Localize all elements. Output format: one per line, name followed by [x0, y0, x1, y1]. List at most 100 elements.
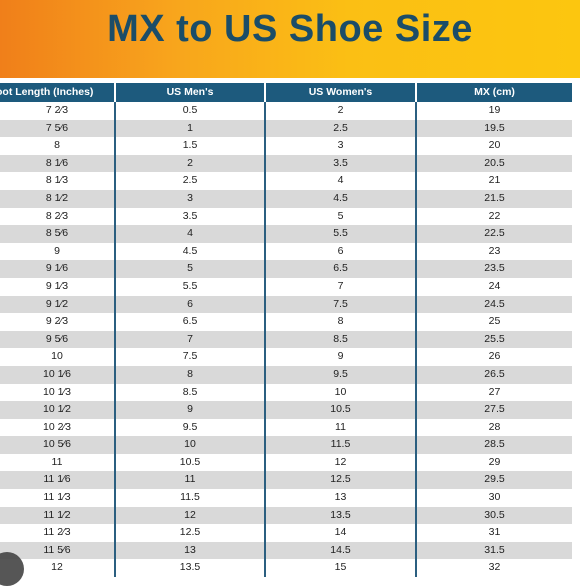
cell-mx-cm: 19.5: [417, 119, 572, 138]
table-row: 8 1⁄3 2.5 4 21: [0, 172, 572, 190]
header-us-womens: US Women's: [266, 83, 417, 102]
cell-us-mens: 12: [116, 506, 266, 525]
cell-mx-cm: 25.5: [417, 330, 572, 349]
cell-us-mens: 2: [116, 154, 266, 173]
cell-mx-cm: 22.5: [417, 225, 572, 243]
cell-foot-length: 11 5⁄6: [0, 541, 116, 560]
cell-us-womens: 4: [266, 172, 417, 190]
cell-us-mens: 7.5: [116, 348, 266, 366]
table-row: 8 5⁄6 4 5.5 22.5: [0, 225, 572, 243]
cell-foot-length: 11 2⁄3: [0, 524, 116, 542]
cell-us-mens: 1: [116, 119, 266, 138]
table-row: 9 5⁄6 7 8.5 25.5: [0, 330, 572, 349]
cell-foot-length: 12: [0, 559, 116, 578]
cell-us-mens: 10: [116, 436, 266, 454]
table-row: 10 1⁄2 9 10.5 27.5: [0, 401, 572, 419]
cell-mx-cm: 32: [417, 559, 572, 578]
cell-mx-cm: 20: [417, 137, 572, 155]
cell-us-womens: 2: [266, 102, 417, 120]
cell-us-mens: 5.5: [116, 277, 266, 296]
size-table: oot Length (Inches) US Men's US Women's …: [0, 83, 572, 578]
cell-us-mens: 6.5: [116, 313, 266, 331]
cell-mx-cm: 25: [417, 313, 572, 331]
cell-mx-cm: 27.5: [417, 401, 572, 419]
cell-mx-cm: 28: [417, 418, 572, 437]
cell-us-womens: 10: [266, 383, 417, 402]
cell-us-womens: 15: [266, 559, 417, 578]
table-row: 10 1⁄3 8.5 10 27: [0, 383, 572, 402]
cell-us-mens: 13.5: [116, 559, 266, 578]
table-row: 8 2⁄3 3.5 5 22: [0, 207, 572, 226]
cell-us-mens: 1.5: [116, 137, 266, 155]
cell-us-mens: 10.5: [116, 453, 266, 472]
table-row: 8 1⁄2 3 4.5 21.5: [0, 189, 572, 208]
cell-mx-cm: 26.5: [417, 365, 572, 384]
table-row: 9 1⁄2 6 7.5 24.5: [0, 295, 572, 314]
cell-foot-length: 8 5⁄6: [0, 225, 116, 243]
table-row: 9 1⁄3 5.5 7 24: [0, 277, 572, 296]
table-row: 8 1⁄6 2 3.5 20.5: [0, 154, 572, 173]
header-foot-length: oot Length (Inches): [0, 83, 116, 102]
table-row: 12 13.5 15 32: [0, 559, 572, 578]
cell-mx-cm: 28.5: [417, 436, 572, 454]
cell-us-mens: 13: [116, 541, 266, 560]
cell-foot-length: 8 2⁄3: [0, 207, 116, 226]
table-row: 11 2⁄3 12.5 14 31: [0, 524, 572, 542]
cell-foot-length: 10 1⁄3: [0, 383, 116, 402]
cell-foot-length: 8 1⁄6: [0, 154, 116, 173]
cell-mx-cm: 30: [417, 489, 572, 507]
table-row: 7 5⁄6 1 2.5 19.5: [0, 119, 572, 138]
cell-us-mens: 4.5: [116, 242, 266, 261]
cell-mx-cm: 31: [417, 524, 572, 542]
cell-foot-length: 10 5⁄6: [0, 436, 116, 454]
table-row: 7 2⁄3 0.5 2 19: [0, 102, 572, 120]
cell-us-womens: 13.5: [266, 506, 417, 525]
cell-us-mens: 8.5: [116, 383, 266, 402]
title-banner: [0, 0, 580, 78]
cell-us-womens: 5: [266, 207, 417, 226]
header-mx-cm: MX (cm): [417, 83, 572, 102]
cell-mx-cm: 21: [417, 172, 572, 190]
cell-us-womens: 8.5: [266, 330, 417, 349]
cell-us-mens: 4: [116, 225, 266, 243]
cell-foot-length: 8 1⁄3: [0, 172, 116, 190]
cell-foot-length: 8: [0, 137, 116, 155]
cell-foot-length: 9 2⁄3: [0, 313, 116, 331]
cell-us-mens: 3.5: [116, 207, 266, 226]
cell-us-mens: 5: [116, 260, 266, 278]
table-row: 10 5⁄6 10 11.5 28.5: [0, 436, 572, 454]
cell-mx-cm: 26: [417, 348, 572, 366]
cell-us-womens: 7: [266, 277, 417, 296]
cell-mx-cm: 27: [417, 383, 572, 402]
cell-mx-cm: 29.5: [417, 471, 572, 490]
cell-us-mens: 0.5: [116, 102, 266, 120]
cell-mx-cm: 19: [417, 102, 572, 120]
cell-mx-cm: 24.5: [417, 295, 572, 314]
cell-foot-length: 11 1⁄6: [0, 471, 116, 490]
table-row: 11 1⁄6 11 12.5 29.5: [0, 471, 572, 490]
cell-us-mens: 7: [116, 330, 266, 349]
cell-mx-cm: 23: [417, 242, 572, 261]
cell-us-mens: 9: [116, 401, 266, 419]
cell-us-mens: 8: [116, 365, 266, 384]
cell-us-mens: 9.5: [116, 418, 266, 437]
cell-foot-length: 9 1⁄6: [0, 260, 116, 278]
page-title: MX to US Shoe Size: [107, 8, 473, 50]
cell-foot-length: 7 2⁄3: [0, 102, 116, 120]
cell-foot-length: 10 2⁄3: [0, 418, 116, 437]
cell-foot-length: 10 1⁄2: [0, 401, 116, 419]
cell-us-mens: 2.5: [116, 172, 266, 190]
cell-us-mens: 3: [116, 189, 266, 208]
table-header: oot Length (Inches) US Men's US Women's …: [0, 83, 572, 102]
cell-mx-cm: 31.5: [417, 541, 572, 560]
cell-mx-cm: 22: [417, 207, 572, 226]
cell-us-womens: 6: [266, 242, 417, 261]
table-row: 9 4.5 6 23: [0, 242, 572, 261]
cell-us-womens: 9.5: [266, 365, 417, 384]
table-row: 10 1⁄6 8 9.5 26.5: [0, 365, 572, 384]
table-row: 9 2⁄3 6.5 8 25: [0, 313, 572, 331]
cell-foot-length: 11: [0, 453, 116, 472]
cell-foot-length: 11 1⁄2: [0, 506, 116, 525]
cell-us-womens: 9: [266, 348, 417, 366]
cell-mx-cm: 29: [417, 453, 572, 472]
